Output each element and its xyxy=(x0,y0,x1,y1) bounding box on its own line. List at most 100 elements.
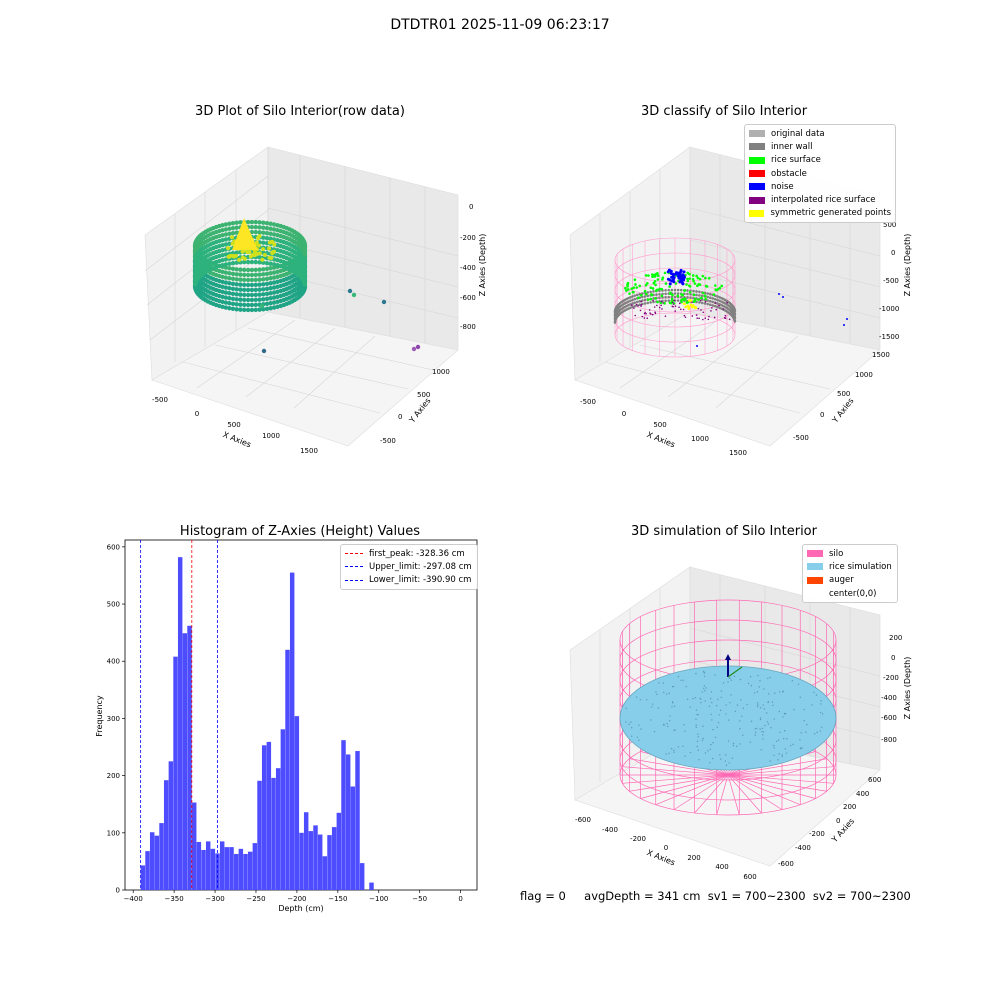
sim-ztick: 0 xyxy=(891,654,895,662)
rice-surface-point xyxy=(700,297,703,300)
rice-sim-point xyxy=(820,703,821,704)
interpolated-point xyxy=(640,305,642,307)
legend-swatch xyxy=(807,590,823,597)
interpolated-point xyxy=(661,308,663,310)
histogram-bar xyxy=(271,778,275,890)
rice-sim-point xyxy=(638,739,639,740)
inner-wall-point xyxy=(664,299,667,302)
rice-sim-point xyxy=(650,719,651,720)
histogram-xtick: −150 xyxy=(328,895,347,903)
rice-sim-point xyxy=(720,710,721,711)
rice-surface-point xyxy=(669,301,672,304)
classify-plot-title: 3D classify of Silo Interior xyxy=(574,104,874,119)
legend-label: rice surface xyxy=(771,155,821,165)
sim-ytick: -200 xyxy=(809,830,825,838)
inner-wall-point xyxy=(677,289,680,292)
rice-surface-point xyxy=(658,288,661,291)
rice-sim-point xyxy=(776,741,777,742)
classify-xtick: 1000 xyxy=(691,435,709,443)
raw-xtick: -500 xyxy=(152,396,168,404)
rice-sim-point xyxy=(669,715,670,716)
raw-data-point xyxy=(261,267,265,271)
rice-surface-point xyxy=(624,287,627,290)
rice-sim-point xyxy=(655,691,656,692)
legend-swatch xyxy=(345,566,363,567)
legend-label: interpolated rice surface xyxy=(771,195,876,205)
rice-sim-point xyxy=(804,709,805,710)
raw-data-point xyxy=(257,225,261,229)
classify-ytick: 1000 xyxy=(855,371,873,379)
rice-sim-point xyxy=(756,728,757,729)
rice-sim-point xyxy=(733,745,734,746)
rice-surface-point xyxy=(653,275,656,278)
raw-data-point xyxy=(254,260,258,264)
rice-sim-point xyxy=(773,747,774,748)
interpolated-point xyxy=(652,314,654,316)
rice-surface-point xyxy=(632,286,635,289)
raw-data-point xyxy=(246,260,250,264)
raw-data-point xyxy=(261,297,265,301)
noise-point xyxy=(679,270,682,273)
rice-surface-point xyxy=(684,298,687,301)
raw-data-point xyxy=(237,258,241,262)
raw-data-point xyxy=(254,278,258,282)
rice-sim-point xyxy=(725,760,726,761)
histogram-bar xyxy=(150,832,154,890)
histogram-ytick: 200 xyxy=(107,772,120,780)
inner-wall-point xyxy=(664,296,667,299)
rice-sim-point xyxy=(725,713,726,714)
raw-data-point xyxy=(257,292,261,296)
rice-sim-point xyxy=(702,726,703,727)
raw-data-point xyxy=(240,250,244,254)
rice-sim-point xyxy=(718,714,719,715)
raw-outlier-point xyxy=(260,304,264,308)
rice-sim-point xyxy=(779,691,780,692)
inner-wall-point xyxy=(734,320,737,323)
rice-sim-point xyxy=(636,697,637,698)
raw-data-point xyxy=(242,308,246,312)
rice-surface-point xyxy=(645,293,648,296)
raw-data-point xyxy=(261,247,265,251)
classify-ytick: 0 xyxy=(820,411,824,419)
legend-item: first_peak: -328.36 cm xyxy=(345,547,473,560)
sim-ytick: -600 xyxy=(778,860,794,868)
histogram-bar xyxy=(178,557,182,890)
raw-data-point xyxy=(303,267,307,271)
rice-sim-point xyxy=(717,699,718,700)
interpolated-point xyxy=(659,307,661,309)
histogram-xtick: −200 xyxy=(287,895,306,903)
rice-surface-point xyxy=(647,274,650,277)
raw-data-point xyxy=(234,221,238,225)
rice-sim-point xyxy=(640,728,641,729)
raw-xtick: 1500 xyxy=(300,447,318,455)
sim-ztick: 200 xyxy=(889,634,902,642)
legend-item: original data xyxy=(749,127,891,140)
classify-xtick: 1500 xyxy=(729,449,747,457)
raw-data-point xyxy=(254,293,258,297)
raw-data-point xyxy=(257,282,261,286)
rice-sim-point xyxy=(710,744,711,745)
rice-sim-point xyxy=(786,753,787,754)
inner-wall-point xyxy=(686,289,689,292)
rice-surface-point xyxy=(646,282,649,285)
histogram-bar xyxy=(313,825,317,890)
interpolated-point xyxy=(636,304,638,306)
raw-data-point xyxy=(254,225,258,229)
interpolated-point xyxy=(640,310,642,312)
rice-sim-point xyxy=(811,704,812,705)
rice-sim-point xyxy=(792,680,793,681)
histogram-bar xyxy=(201,850,205,890)
legend-label: auger xyxy=(829,575,854,585)
interpolated-point xyxy=(700,309,702,311)
inner-wall-point xyxy=(692,290,695,293)
raw-data-point xyxy=(257,220,261,224)
raw-data-point xyxy=(257,272,261,276)
rice-sim-point xyxy=(762,734,763,735)
interpolated-point xyxy=(711,307,713,309)
histogram-ylabel: Frequency xyxy=(95,695,104,737)
inner-wall-point xyxy=(711,297,714,300)
raw-data-point xyxy=(246,220,250,224)
rice-sim-point xyxy=(782,754,783,755)
raw-data-point xyxy=(242,273,246,277)
histogram-bar xyxy=(295,716,299,890)
